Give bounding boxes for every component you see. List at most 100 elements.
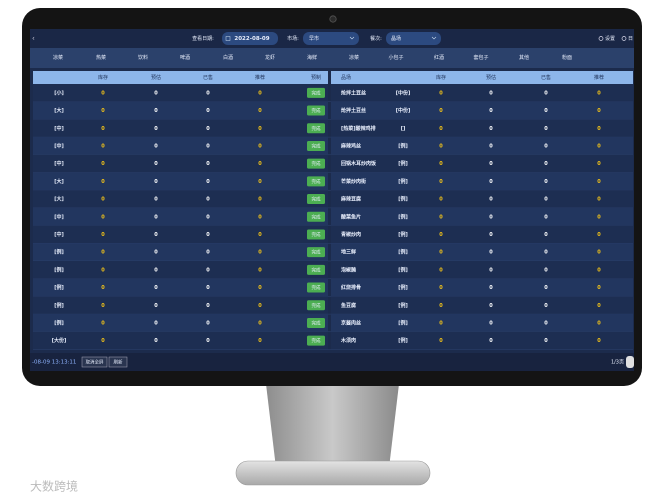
category-tab[interactable]: 热菜 (96, 54, 106, 61)
done-button-label[interactable]: 完成 (312, 249, 321, 256)
cell-value: 0 (597, 267, 601, 273)
date-box[interactable] (222, 32, 278, 45)
category-tab[interactable]: 海鲜 (307, 54, 317, 61)
dish-size: [例] (398, 249, 408, 256)
watermark: 大数跨境 (30, 479, 78, 494)
dish-name: 炝拌土豆丝 (341, 89, 366, 96)
cell-value: 0 (544, 320, 548, 326)
row-label: [中] (54, 213, 64, 220)
button-label[interactable]: 刷新 (114, 359, 123, 366)
cell-value: 0 (544, 143, 548, 149)
other-icon[interactable] (621, 36, 627, 41)
dish-size: [例] (398, 231, 408, 238)
table-row (33, 172, 328, 191)
cell-value: 0 (258, 90, 262, 96)
table-row (33, 154, 328, 173)
row-label: [大] (54, 196, 64, 203)
done-button-label[interactable]: 完成 (312, 337, 321, 344)
done-button-label[interactable]: 完成 (312, 231, 321, 238)
done-button[interactable] (307, 105, 325, 116)
cell-value: 0 (258, 338, 262, 344)
cell-value: 0 (206, 126, 210, 132)
done-button[interactable] (307, 247, 325, 258)
done-button-label[interactable]: 完成 (312, 196, 321, 203)
done-button[interactable] (307, 87, 325, 98)
row-label: [中] (54, 142, 64, 149)
cell-value: 0 (101, 179, 105, 185)
done-button-label[interactable]: 完成 (312, 107, 321, 114)
done-button-label[interactable]: 完成 (312, 142, 321, 149)
category-tab[interactable]: 其他 (519, 54, 529, 61)
done-button[interactable] (307, 158, 325, 169)
category-tab[interactable]: 龙虾 (265, 54, 275, 61)
date-value: 2022-08-09 (234, 36, 269, 42)
button[interactable] (81, 356, 108, 368)
done-button[interactable] (307, 140, 325, 151)
done-button-label[interactable]: 完成 (312, 266, 321, 273)
category-tab[interactable]: 饮料 (138, 54, 148, 61)
category-tab[interactable]: 啤酒 (180, 54, 190, 61)
done-button[interactable] (307, 264, 325, 275)
done-button[interactable] (307, 194, 325, 205)
dish-size: [中份] (396, 89, 411, 96)
category-tab[interactable]: 红酒 (434, 54, 444, 61)
category-tab[interactable]: 白酒 (223, 54, 233, 61)
column-header: 预估 (486, 74, 496, 81)
cell-value: 0 (597, 338, 601, 344)
button[interactable] (108, 356, 128, 368)
left-header (33, 71, 328, 84)
done-button-label[interactable]: 完成 (312, 125, 321, 132)
done-button[interactable] (307, 300, 325, 311)
settings-icon[interactable] (598, 36, 604, 41)
other-label: 日 (628, 36, 633, 42)
done-button-label[interactable]: 完成 (312, 89, 321, 96)
table-row (331, 137, 633, 155)
market-select[interactable] (303, 32, 359, 45)
cell-value: 0 (489, 250, 493, 256)
done-button[interactable] (307, 211, 325, 222)
category-tab[interactable]: 套包子 (473, 54, 488, 61)
done-button[interactable] (307, 229, 325, 240)
meal-select[interactable] (386, 32, 441, 45)
page-next[interactable] (626, 356, 634, 368)
category-tab[interactable]: 凉菜 (53, 54, 63, 61)
done-button[interactable] (307, 176, 325, 187)
table-row (33, 243, 328, 261)
done-button[interactable] (307, 335, 325, 346)
table-row (33, 190, 328, 208)
dish-name: 青椒炒肉 (341, 231, 361, 238)
cell-value: 0 (258, 197, 262, 203)
category-tab[interactable]: 粉面 (562, 54, 572, 61)
done-button-label[interactable]: 完成 (312, 302, 321, 309)
row-label: [大] (54, 178, 64, 185)
done-button-label[interactable]: 完成 (312, 213, 321, 220)
done-button[interactable] (307, 282, 325, 293)
category-tab[interactable]: 凉菜 (349, 54, 359, 61)
cell-value: 0 (597, 232, 601, 238)
done-button-label[interactable]: 完成 (312, 160, 321, 167)
cell-value: 0 (439, 90, 443, 96)
cell-value: 0 (101, 214, 105, 220)
done-button[interactable] (307, 317, 325, 328)
cell-value: 0 (154, 232, 158, 238)
done-button[interactable] (307, 123, 325, 134)
cell-value: 0 (154, 267, 158, 273)
cell-value: 0 (154, 250, 158, 256)
done-button-label[interactable]: 完成 (312, 284, 321, 291)
done-button-label[interactable]: 完成 (312, 319, 321, 326)
cell-value: 0 (206, 90, 210, 96)
cell-value: 0 (206, 214, 210, 220)
done-button-label[interactable]: 完成 (312, 178, 321, 185)
column-header: 推荐 (594, 74, 604, 81)
cell-value: 0 (489, 197, 493, 203)
cell-value: 0 (439, 108, 443, 114)
cell-value: 0 (154, 214, 158, 220)
cell-value: 0 (206, 338, 210, 344)
dish-name: 回锅木耳炒肉饭 (341, 160, 376, 167)
column-header: 推荐 (255, 74, 265, 81)
button-label[interactable]: 取消全屏 (86, 359, 104, 366)
cell-value: 0 (544, 161, 548, 167)
dish-name: 地三鲜 (341, 249, 356, 256)
category-tab[interactable]: 小包子 (388, 54, 403, 61)
